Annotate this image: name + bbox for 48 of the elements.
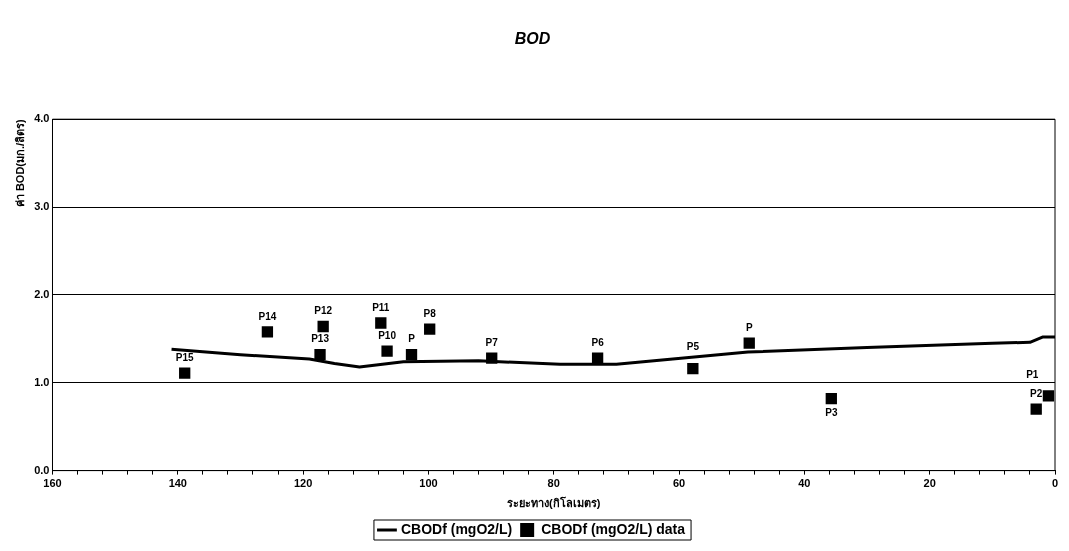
annotation: P14 xyxy=(258,310,277,322)
chart-title: BOD xyxy=(514,30,551,48)
point xyxy=(314,348,326,361)
annotation: P8 xyxy=(423,307,437,319)
x-axis-title: ระยะทาง(กิโลเมตร) xyxy=(507,496,601,510)
y-tick-label: 2.0 xyxy=(34,287,50,300)
annotation: P13 xyxy=(311,333,330,345)
annotation: P xyxy=(745,321,753,333)
x-tick-label: 160 xyxy=(43,477,62,490)
annotation: P10 xyxy=(378,329,397,341)
x-tick-label: 80 xyxy=(547,477,560,490)
point xyxy=(1042,390,1055,402)
legend-label: CBODf (mgO2/L) data xyxy=(541,520,686,537)
annotation: P2 xyxy=(1030,387,1043,399)
point xyxy=(687,363,699,375)
point xyxy=(424,323,436,335)
x-tick-label: 100 xyxy=(419,477,438,490)
x-tick-label: 0 xyxy=(1051,477,1059,490)
point xyxy=(261,326,274,338)
point xyxy=(381,345,393,357)
point xyxy=(317,320,329,333)
x-tick-label: 140 xyxy=(168,477,187,490)
y-tick-label: 0.0 xyxy=(34,463,50,476)
y-tick-label: 1.0 xyxy=(34,375,50,388)
annotation: P6 xyxy=(591,336,605,348)
point xyxy=(179,367,191,379)
y-axis-title: ค่า BOD(มก./ลิตร) xyxy=(13,118,26,208)
point xyxy=(743,337,755,349)
x-tick-label: 20 xyxy=(923,477,936,490)
point xyxy=(825,392,837,405)
annotation: P11 xyxy=(372,301,390,313)
annotation: P xyxy=(408,333,416,345)
annotation: P12 xyxy=(314,305,333,317)
point xyxy=(591,352,604,364)
x-tick-label: 120 xyxy=(293,477,313,490)
annotation: P7 xyxy=(485,336,499,348)
annotation: P15 xyxy=(175,351,195,363)
y-tick-label: 4.0 xyxy=(34,112,50,125)
y-tick-label: 3.0 xyxy=(34,200,50,213)
annotation: P5 xyxy=(686,341,700,353)
x-tick-label: 60 xyxy=(672,477,686,490)
point xyxy=(405,348,418,361)
annotation: P1 xyxy=(1026,368,1039,380)
legend-label: CBODf (mgO2/L) xyxy=(400,520,513,537)
annotation: P3 xyxy=(825,407,838,419)
point xyxy=(1030,403,1042,415)
point xyxy=(375,317,387,329)
x-tick-label: 40 xyxy=(798,477,811,490)
